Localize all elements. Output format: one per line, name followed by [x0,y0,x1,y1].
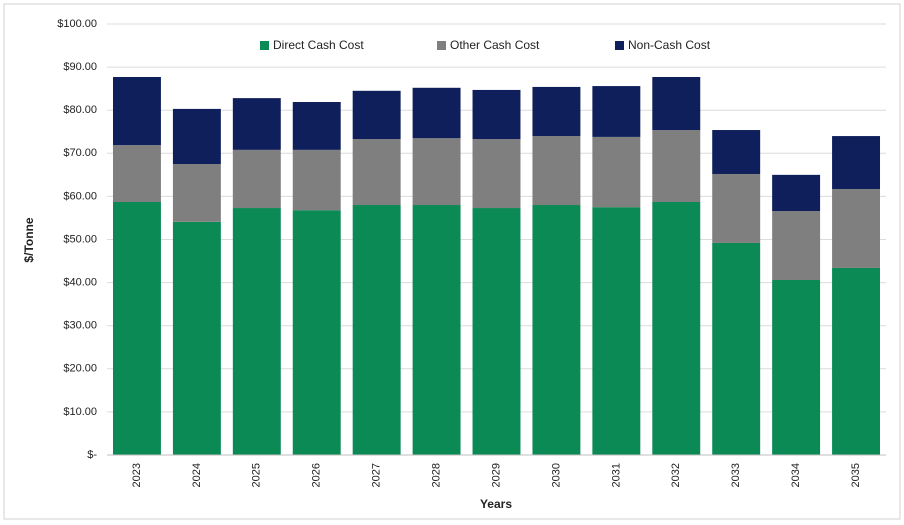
bar-segment [472,208,521,455]
bar-segment [532,205,581,455]
x-tick-label: 2023 [131,463,143,487]
y-tick-label: $30.00 [63,320,97,332]
legend-swatch [615,41,624,50]
bar-segment [352,90,401,140]
x-tick-label: 2035 [850,463,862,487]
x-tick-label: 2024 [191,463,203,487]
bar-segment [412,205,461,455]
legend-swatch [437,41,446,50]
bar-segment [592,136,641,208]
bar-segment [112,77,161,146]
y-tick-label: $80.00 [63,104,97,116]
bar-segment [772,280,821,455]
bar-segment [472,139,521,209]
bar-segment [832,136,881,190]
bar-segment [592,207,641,455]
bar-segment [112,145,161,203]
y-axis-title: $/Tonne [22,217,36,262]
x-tick-label: 2026 [311,463,323,487]
bar-segment [712,173,761,243]
bar-segment [652,77,701,131]
bar-segment [292,149,341,211]
bar-segment [712,242,761,455]
bar-segment [592,86,641,137]
x-tick-label: 2027 [371,463,383,487]
bar-segment [532,86,581,137]
bar-segment [472,89,521,140]
y-tick-label: $- [87,449,97,461]
bar-segment [172,221,221,455]
legend-swatch [260,41,269,50]
legend-label: Direct Cash Cost [273,38,364,52]
x-tick-label: 2029 [490,463,502,487]
x-tick-label: 2034 [790,463,802,487]
bar-segment [172,108,221,165]
bar-segment [352,139,401,206]
bar-segment [112,202,161,455]
y-tick-label: $20.00 [63,363,97,375]
x-tick-label: 2025 [251,463,263,487]
x-tick-label: 2032 [670,463,682,487]
y-tick-label: $100.00 [57,18,97,30]
bar-segment [232,149,281,209]
bar-segment [652,130,701,203]
y-tick-label: $10.00 [63,406,97,418]
x-tick-label: 2028 [430,463,442,487]
bar-segment [292,210,341,455]
legend-label: Non-Cash Cost [628,38,711,52]
x-tick-label: 2030 [550,463,562,487]
bar-segment [832,267,881,455]
bar-segment [232,208,281,455]
bar-segment [532,136,581,206]
y-tick-label: $60.00 [63,190,97,202]
bar-segment [352,205,401,455]
bar-segment [772,174,821,212]
bar-segment [772,211,821,281]
bar-segment [232,98,281,150]
y-tick-label: $90.00 [63,61,97,73]
bar-segment [652,202,701,455]
bar-segment [412,138,461,206]
x-tick-label: 2033 [730,463,742,487]
y-tick-label: $40.00 [63,277,97,289]
bar-segment [292,102,341,150]
y-tick-label: $70.00 [63,147,97,159]
bar-segment [172,164,221,222]
x-tick-label: 2031 [610,463,622,487]
bar-segment [832,189,881,268]
x-axis-title: Years [480,497,512,511]
y-tick-label: $50.00 [63,233,97,245]
bar-segment [712,130,761,174]
legend-label: Other Cash Cost [450,38,540,52]
bar-segment [412,87,461,139]
